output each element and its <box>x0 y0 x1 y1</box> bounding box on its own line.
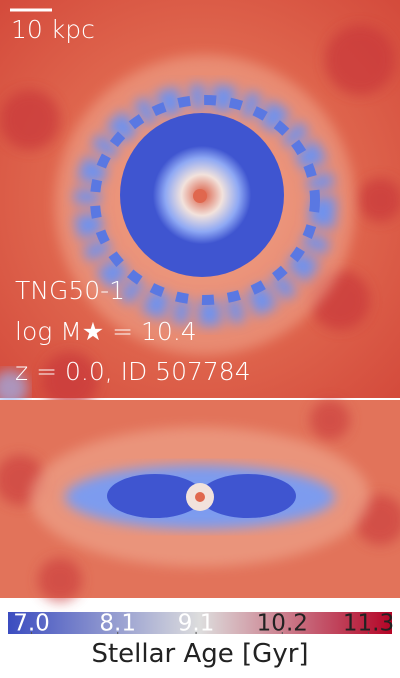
colorbar-tick-label: 10.2 <box>257 611 308 637</box>
edge-on-map <box>0 400 400 602</box>
snapshot: z = 0.0, ID 507784 <box>15 357 251 386</box>
colorbar-gradient <box>8 612 392 634</box>
face-on-map <box>0 0 400 408</box>
colorbar-tick-label: 11.3 <box>343 611 394 637</box>
colorbar-label: Stellar Age [Gyr] <box>91 639 308 669</box>
simulation: TNG50-1 <box>15 276 125 305</box>
mass: log M★ = 10.4 <box>15 317 197 346</box>
colorbar-tick-label: 7.0 <box>13 611 50 637</box>
colorbar-tick-label: 9.1 <box>178 611 215 637</box>
colorbar <box>8 612 392 634</box>
scale-label: 10 kpc <box>11 15 95 44</box>
colorbar-tick-label: 8.1 <box>99 611 136 637</box>
